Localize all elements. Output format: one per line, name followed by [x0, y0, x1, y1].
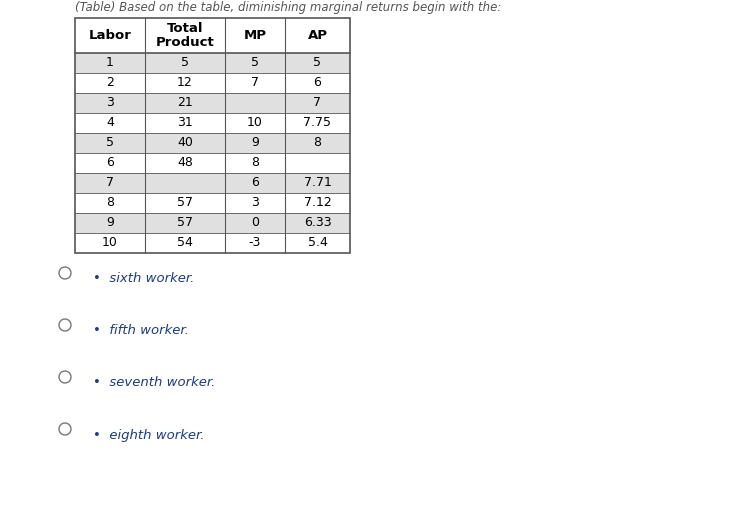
Bar — [75, 173, 350, 193]
Text: Total
Product: Total Product — [156, 22, 215, 50]
Text: 5: 5 — [314, 56, 321, 70]
Text: 7.71: 7.71 — [304, 177, 331, 189]
Text: 4: 4 — [106, 117, 114, 130]
Text: AP: AP — [307, 29, 328, 42]
Text: Labor: Labor — [88, 29, 132, 42]
Text: 40: 40 — [177, 137, 193, 150]
Text: 54: 54 — [177, 237, 193, 249]
Bar — [75, 93, 350, 113]
Text: 3: 3 — [106, 96, 114, 110]
Text: 6.33: 6.33 — [304, 217, 331, 229]
Text: •  sixth worker.: • sixth worker. — [93, 272, 194, 286]
Text: 5.4: 5.4 — [307, 237, 327, 249]
Text: 5: 5 — [251, 56, 259, 70]
Text: -3: -3 — [249, 237, 261, 249]
Text: 7: 7 — [106, 177, 114, 189]
Text: 5: 5 — [181, 56, 189, 70]
Text: 5: 5 — [106, 137, 114, 150]
Text: 7.75: 7.75 — [304, 117, 331, 130]
Text: 9: 9 — [106, 217, 114, 229]
Text: 48: 48 — [177, 157, 193, 169]
Bar — [75, 153, 350, 173]
Text: 2: 2 — [106, 76, 114, 90]
Text: 3: 3 — [251, 197, 259, 209]
Text: 7: 7 — [314, 96, 321, 110]
Bar — [75, 133, 350, 153]
Text: 10: 10 — [102, 237, 118, 249]
Text: 57: 57 — [177, 197, 193, 209]
Text: 0: 0 — [251, 217, 259, 229]
Text: 8: 8 — [314, 137, 321, 150]
Text: 8: 8 — [106, 197, 114, 209]
Bar — [75, 113, 350, 133]
Text: 6: 6 — [106, 157, 114, 169]
Text: •  seventh worker.: • seventh worker. — [93, 376, 215, 390]
Text: 8: 8 — [251, 157, 259, 169]
Text: 6: 6 — [251, 177, 259, 189]
Text: •  eighth worker.: • eighth worker. — [93, 429, 204, 441]
Text: 57: 57 — [177, 217, 193, 229]
Bar — [75, 53, 350, 73]
Bar — [75, 73, 350, 93]
Text: •  fifth worker.: • fifth worker. — [93, 325, 189, 337]
Text: 31: 31 — [177, 117, 193, 130]
Text: 10: 10 — [247, 117, 263, 130]
Text: 1: 1 — [106, 56, 114, 70]
Bar — [75, 213, 350, 233]
Text: 7.12: 7.12 — [304, 197, 331, 209]
Bar — [75, 193, 350, 213]
Text: 6: 6 — [314, 76, 321, 90]
Text: 9: 9 — [251, 137, 259, 150]
Bar — [75, 233, 350, 253]
Text: (Table) Based on the table, diminishing marginal returns begin with the:: (Table) Based on the table, diminishing … — [75, 1, 501, 14]
Text: 21: 21 — [177, 96, 193, 110]
Text: 7: 7 — [251, 76, 259, 90]
Text: MP: MP — [243, 29, 267, 42]
Bar — [75, 18, 350, 253]
Text: 12: 12 — [177, 76, 193, 90]
